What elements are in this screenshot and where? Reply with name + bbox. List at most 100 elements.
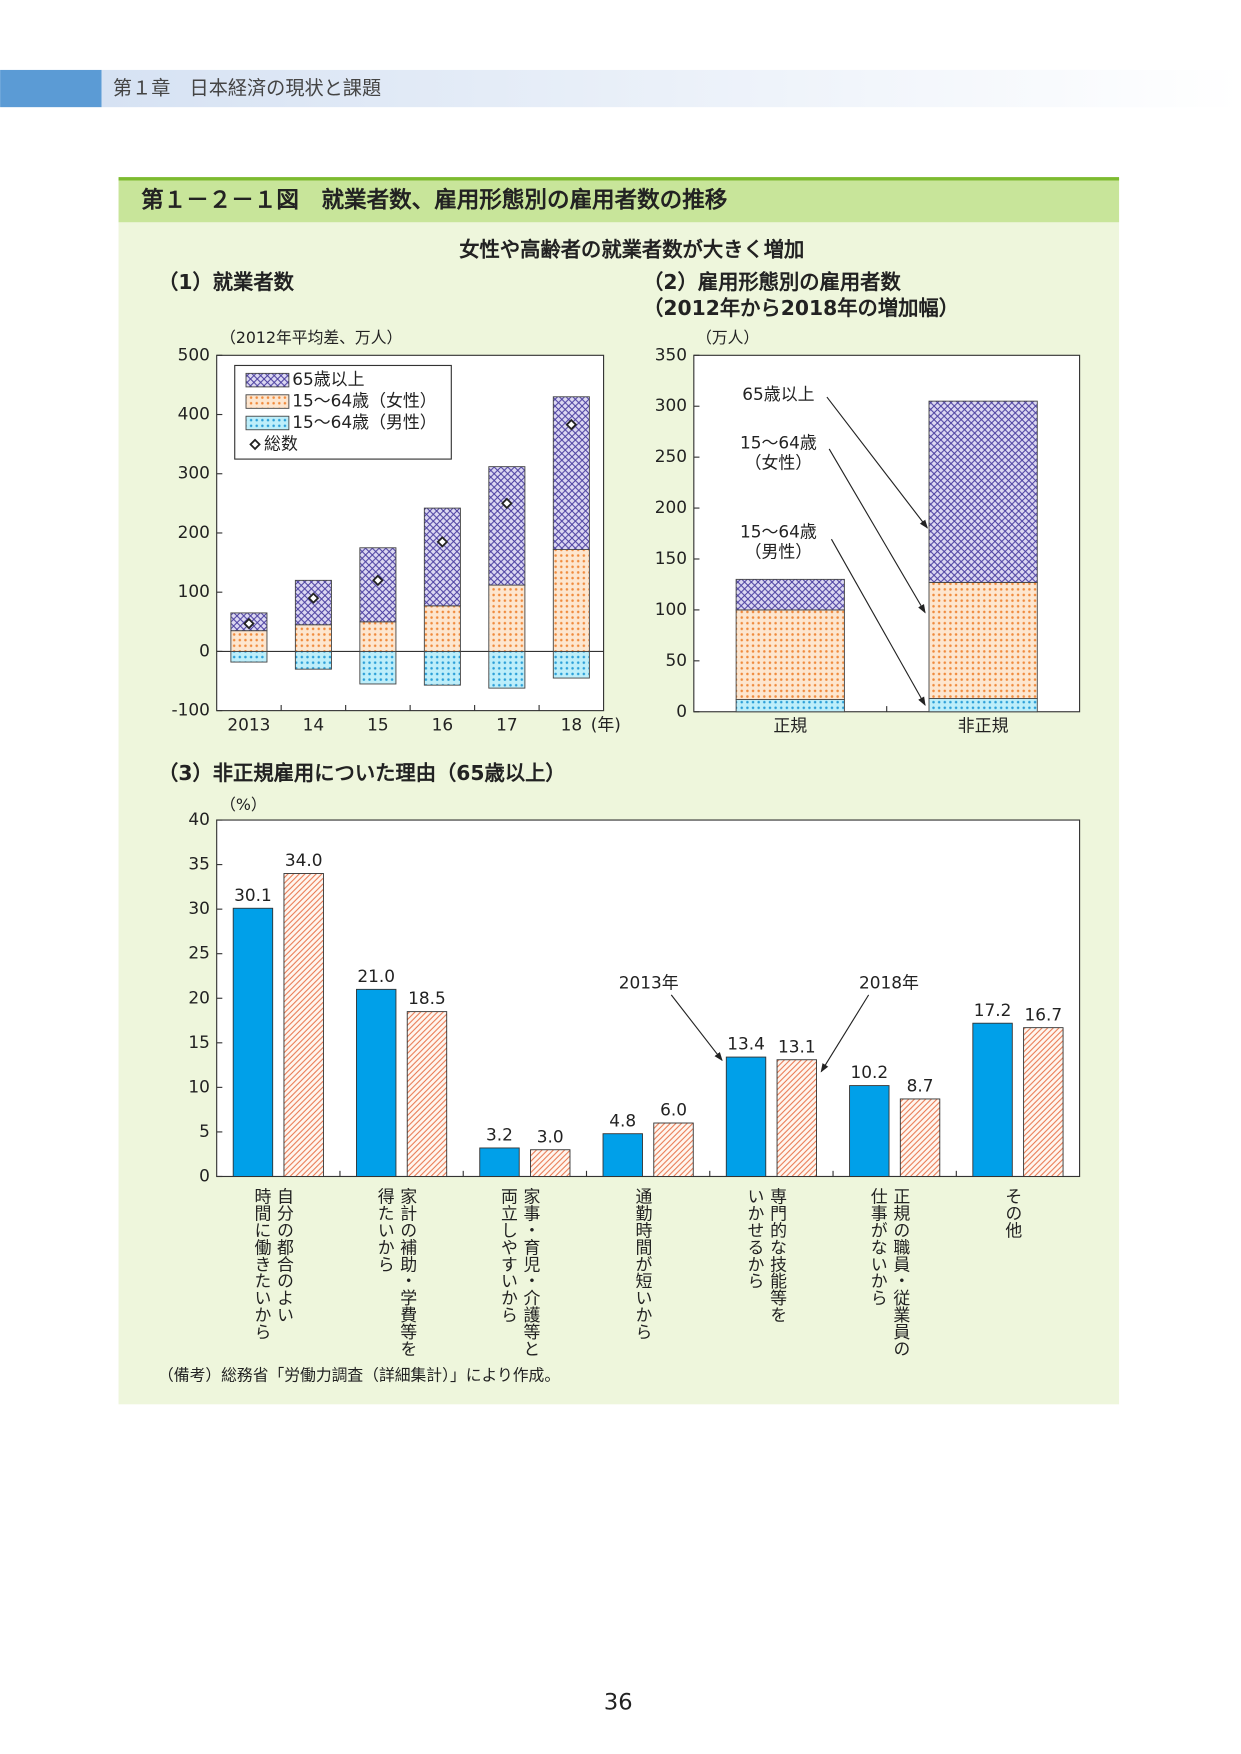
- y-tick-label: 20: [188, 987, 210, 1007]
- x-tick-label: 時間に働きたいから: [251, 1188, 271, 1340]
- bar: [653, 1122, 694, 1177]
- bar-segment: [359, 650, 397, 685]
- y-tick-label: 300: [178, 463, 210, 483]
- total-marker: [307, 592, 320, 604]
- bar: [479, 1147, 520, 1177]
- total-marker: [243, 617, 255, 630]
- x-tick-label: 2013: [227, 714, 270, 734]
- total-marker: [436, 536, 449, 548]
- y-tick-label: 300: [655, 395, 687, 415]
- x-tick-label: 18: [561, 714, 583, 734]
- x-tick-label: 17: [496, 714, 518, 734]
- header-block: [0, 69, 102, 108]
- x-tick-label: その他: [1002, 1188, 1022, 1239]
- total-marker: [372, 574, 384, 587]
- y-tick-label: 200: [178, 522, 210, 542]
- bar: [1023, 1027, 1064, 1177]
- value-label: 18.5: [408, 988, 446, 1008]
- bar-segment: [423, 650, 461, 686]
- x-tick-label: 通勤時間が短いから: [632, 1188, 652, 1340]
- x-tick-label: 専門的な技能等を: [767, 1188, 787, 1323]
- value-label: 4.8: [609, 1110, 636, 1130]
- bar: [899, 1098, 941, 1177]
- y-tick-label: 0: [676, 701, 687, 721]
- legend-marker: [249, 438, 261, 451]
- bar-segment: [488, 466, 526, 586]
- value-label: 6.0: [660, 1100, 687, 1120]
- series-label: 2018年: [859, 973, 919, 993]
- bar-segment: [294, 650, 332, 670]
- note: （備考）総務省「労働力調査（詳細集計）」により作成。: [158, 1366, 560, 1385]
- y-tick-label: 100: [178, 581, 210, 601]
- plot-area: [216, 819, 1081, 1178]
- y-tick-label: 40: [188, 809, 210, 829]
- bar-segment: [928, 698, 1038, 713]
- x-tick-label: いかせるから: [744, 1188, 764, 1289]
- bar-segment: [735, 699, 845, 713]
- y-tick-label: 25: [188, 943, 210, 963]
- x-tick-label: 自分の都合のよい: [274, 1188, 294, 1323]
- bar-segment: [230, 650, 268, 663]
- bar: [406, 1011, 448, 1177]
- series-arrow: [820, 994, 870, 1073]
- figure-title-bar: [118, 178, 1120, 223]
- value-label: 21.0: [357, 966, 395, 986]
- x-tick-label: 正規: [773, 715, 807, 735]
- x-tick-label: 得たいから: [375, 1188, 395, 1273]
- y-tick-label: 250: [655, 446, 687, 466]
- bar-segment: [552, 650, 590, 679]
- annotation-arrow: [828, 448, 926, 614]
- legend-label: 15～64歳（男性）: [292, 412, 436, 432]
- x-tick-label: 両立しやすいから: [498, 1188, 518, 1323]
- legend-label: 15～64歳（女性）: [292, 391, 436, 411]
- x-tick-label: 15: [367, 714, 389, 734]
- value-label: 17.2: [974, 1000, 1012, 1020]
- y-tick-label: 100: [655, 599, 687, 619]
- bar: [725, 1056, 767, 1177]
- annotation: 65歳以上: [742, 384, 814, 404]
- x-tick-label: 仕事がないから: [868, 1188, 888, 1306]
- x-tick-label: 家事・育児・介護等と: [521, 1188, 541, 1357]
- y-tick-label: 30: [188, 898, 210, 918]
- y-tick-label: 150: [655, 548, 687, 568]
- bar-segment: [552, 549, 590, 652]
- chart-subtitle: （2012年から2018年の増加幅）: [643, 296, 959, 320]
- header: 第１章 日本経済の現状と課題: [113, 77, 381, 100]
- value-label: 3.0: [537, 1126, 564, 1146]
- total-marker: [565, 418, 578, 431]
- y-tick-label: 0: [199, 640, 210, 660]
- value-label: 30.1: [234, 885, 272, 905]
- bar-segment: [359, 621, 397, 652]
- value-label: 13.4: [727, 1034, 765, 1054]
- figure-top-line: [118, 177, 1120, 181]
- x-tick-label: 正規の職員・従業員の: [890, 1188, 910, 1357]
- legend-swatch: [245, 394, 290, 409]
- x-tick-label: 非正規: [958, 715, 1009, 735]
- chart-title: （3）非正規雇用についた理由（65歳以上）: [158, 761, 566, 785]
- total-marker: [501, 497, 513, 510]
- bar-segment: [928, 581, 1038, 699]
- bar-segment: [928, 400, 1038, 583]
- y-axis-label: （2012年平均差、万人）: [220, 328, 402, 347]
- x-unit: (年): [591, 714, 621, 734]
- y-tick-label: 5: [199, 1121, 210, 1141]
- bar: [602, 1133, 643, 1177]
- y-tick-label: 350: [655, 344, 687, 364]
- series-arrow: [670, 994, 723, 1062]
- header-band: [101, 69, 1241, 108]
- bar: [972, 1022, 1013, 1177]
- annotation-arrow: [826, 396, 928, 529]
- page-number: 36: [604, 1690, 633, 1716]
- x-tick-label: 14: [303, 714, 325, 734]
- y-tick-label: 200: [655, 497, 687, 517]
- annotation-arrow: [830, 538, 926, 706]
- y-tick-label: 10: [188, 1076, 210, 1096]
- bar-segment: [735, 578, 845, 611]
- y-tick-label: 15: [188, 1032, 210, 1052]
- legend-swatch: [245, 415, 290, 431]
- bar-segment: [423, 507, 461, 607]
- x-tick-label: 家計の補助・学費等を: [397, 1188, 417, 1357]
- y-tick-label: 35: [188, 854, 210, 874]
- annotation: （女性）: [745, 453, 813, 473]
